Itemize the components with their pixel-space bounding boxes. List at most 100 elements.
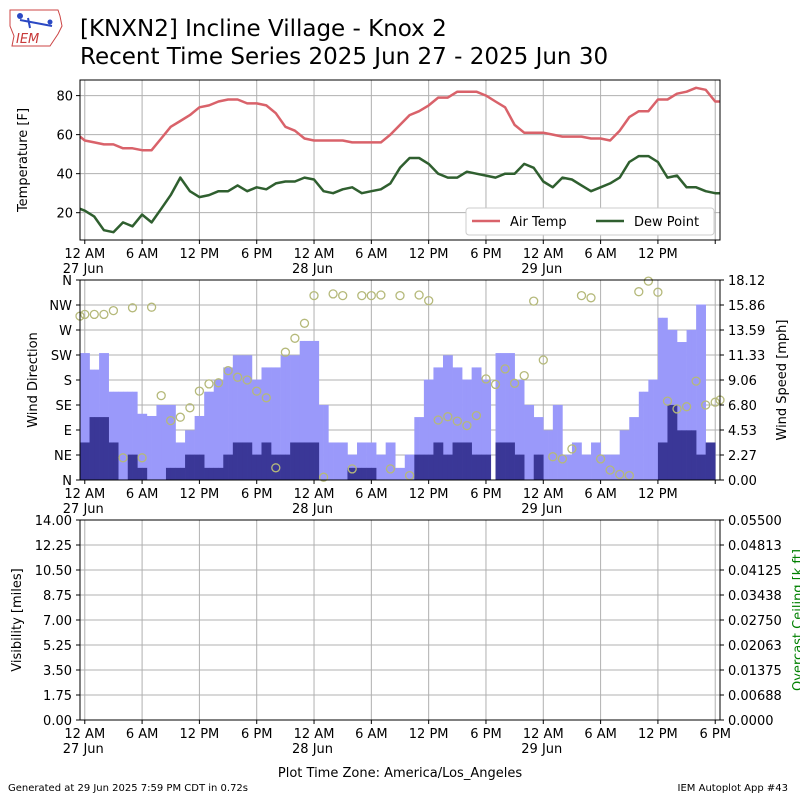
speed-tick-label: 15.86 (728, 299, 765, 314)
speed-bar (80, 442, 86, 480)
x-tick-date: 28 Jun (292, 742, 333, 757)
x-tick-label: 6 PM (470, 727, 501, 742)
speed-bar (509, 442, 515, 480)
gust-bar (423, 379, 429, 480)
speed-bar (672, 404, 678, 480)
gust-bar (170, 404, 176, 480)
speed-bar (232, 442, 238, 480)
direction-marker (166, 415, 176, 426)
legend-label-dew-point: Dew Point (634, 215, 699, 230)
gust-bar (691, 329, 697, 480)
gust-bar (337, 442, 343, 480)
gust-bar (548, 430, 554, 480)
ceiling-tick-label: 0.02063 (728, 639, 782, 654)
x-tick-date: 28 Jun (292, 262, 333, 277)
gust-bar (404, 454, 410, 480)
gust-bar (323, 404, 329, 480)
gust-bar (595, 442, 601, 480)
speed-bar (457, 442, 463, 480)
direction-marker (261, 393, 271, 403)
direction-marker (146, 302, 157, 312)
gust-bar (161, 404, 167, 480)
direction-marker (137, 453, 147, 463)
gust-bar (318, 404, 324, 480)
x-tick-label: 6 AM (355, 247, 388, 262)
x-tick-label: 6 AM (355, 487, 388, 502)
x-tick-label: 12 AM (294, 727, 335, 742)
direction-marker (490, 379, 501, 390)
speed-bar (428, 454, 434, 480)
gust-bar (409, 454, 415, 480)
speed-tick-label: 13.59 (728, 324, 765, 339)
gust-bar (414, 417, 420, 480)
gust-bar (118, 391, 124, 480)
speed-bar (165, 467, 172, 480)
direction-marker (509, 378, 520, 388)
gust-bar (108, 391, 114, 480)
speed-bar (142, 467, 148, 480)
x-tick-label: 12 PM (409, 727, 449, 742)
direction-marker (433, 415, 443, 425)
gust-bar (242, 355, 248, 480)
gust-bar (390, 442, 396, 480)
direction-marker (232, 372, 243, 382)
speed-bar (108, 442, 114, 480)
app-note: IEM Autoplot App #43 (677, 783, 788, 794)
gust-bar (462, 379, 468, 480)
speed-tick-label: 6.80 (728, 399, 757, 414)
speed-bar (228, 454, 234, 480)
gust-bar (271, 367, 277, 480)
iem-logo: IEM (9, 9, 63, 47)
speed-tick-label: 18.12 (728, 274, 765, 289)
speed-bar (371, 467, 377, 480)
gust-bar (280, 355, 286, 480)
x-tick-label: 12 PM (638, 727, 678, 742)
direction-marker (414, 290, 424, 300)
gust-bar (156, 404, 162, 480)
gust-bar (266, 367, 272, 480)
gust-bar (232, 355, 238, 480)
y-tick-label: 40 (56, 168, 73, 183)
gust-bar (500, 353, 506, 480)
gust-bar (84, 353, 90, 480)
direction-marker (338, 290, 348, 301)
x-tick-date: 28 Jun (292, 502, 333, 517)
ceiling-tick-label: 0.01375 (728, 664, 782, 679)
speed-bar (103, 417, 109, 480)
gust-bar (428, 379, 434, 480)
direction-marker (299, 318, 310, 328)
gust-bar (681, 342, 687, 480)
direction-marker (252, 386, 262, 396)
direction-marker (328, 289, 338, 299)
speed-bar (419, 454, 425, 480)
speed-bar (710, 442, 716, 480)
direction-marker (185, 403, 195, 413)
gust-bar (586, 454, 592, 480)
gust-bar (247, 355, 253, 480)
speed-bar (261, 442, 267, 480)
direction-marker (615, 469, 625, 480)
x-tick-label: 12 AM (64, 727, 105, 742)
speed-bar (361, 467, 367, 480)
direction-marker (175, 412, 185, 422)
speed-bar (299, 442, 305, 480)
x-tick-label: 6 AM (584, 727, 617, 742)
speed-bar (309, 442, 315, 480)
speed-tick-label: 11.33 (728, 349, 765, 364)
x-tick-label: 12 PM (180, 727, 220, 742)
speed-bar (677, 430, 683, 480)
gust-bar (228, 367, 234, 480)
direction-marker (586, 293, 596, 303)
direction-marker (385, 464, 396, 474)
y-axis-label: Temperature [F] (16, 108, 31, 213)
gust-bar (256, 379, 262, 480)
direction-tick-label: S (64, 374, 72, 389)
x-tick-date: 27 Jun (63, 742, 104, 757)
gust-bar (208, 391, 215, 480)
speed-bar (514, 454, 520, 480)
speed-bar (290, 442, 296, 480)
gust-bar (165, 404, 172, 480)
x-tick-label: 12 PM (409, 247, 449, 262)
speed-bar (438, 442, 444, 480)
gust-bar (591, 442, 597, 480)
